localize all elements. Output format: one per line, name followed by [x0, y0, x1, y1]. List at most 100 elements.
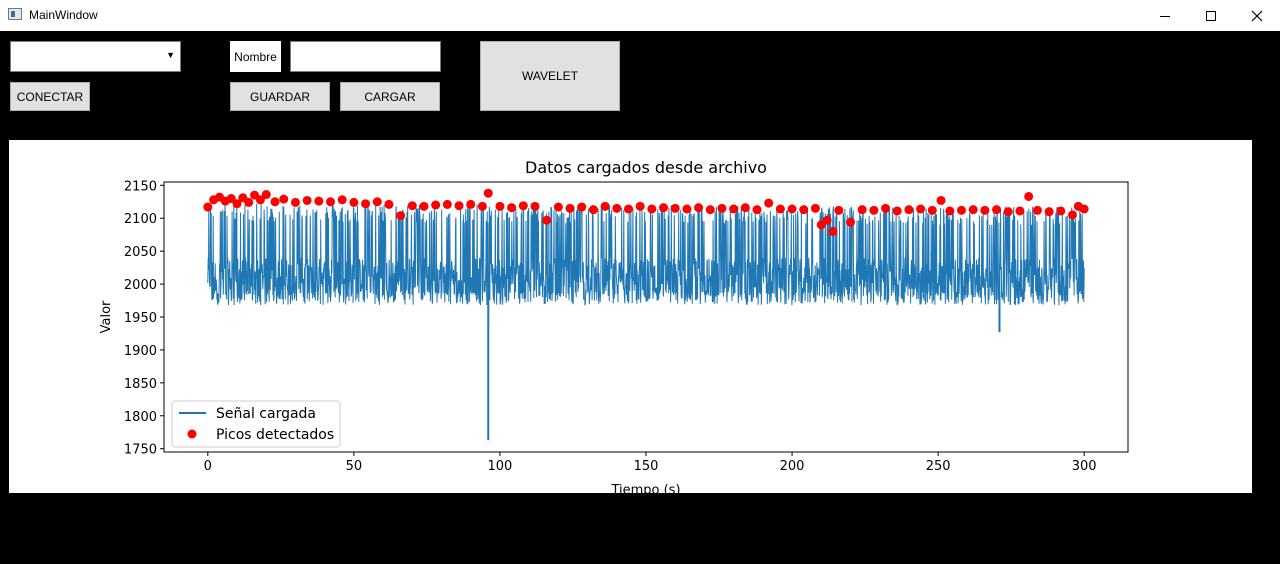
peak-point — [752, 205, 762, 215]
peak-point — [1067, 210, 1077, 220]
peak-point — [1056, 206, 1066, 216]
peak-point — [717, 203, 727, 213]
peak-point — [600, 201, 610, 211]
app-icon — [8, 8, 22, 20]
peak-point — [775, 204, 785, 214]
peak-point — [483, 188, 493, 198]
peak-point — [881, 203, 891, 213]
y-tick-label: 1750 — [124, 443, 157, 458]
legend-label-peaks: Picos detectados — [216, 427, 334, 443]
peak-point — [705, 205, 715, 215]
load-button[interactable]: CARGAR — [340, 82, 440, 111]
wavelet-button[interactable]: WAVELET — [480, 41, 620, 111]
close-button[interactable] — [1234, 0, 1280, 31]
peak-point — [828, 226, 838, 236]
peak-point — [916, 204, 926, 214]
peak-point — [764, 198, 774, 208]
peak-point — [869, 205, 879, 215]
peak-point — [694, 203, 704, 213]
peak-point — [682, 204, 692, 214]
peak-point — [361, 199, 371, 209]
peak-point — [892, 206, 902, 216]
signal-chart: 0 50 100 150 200 250 300 1750 1800 1850 1900 1950 20… — [99, 158, 1129, 493]
chart-title: Datos cargados desde archivo — [525, 158, 767, 177]
connect-button[interactable]: CONECTAR — [10, 82, 90, 111]
peak-point — [992, 205, 1002, 215]
peak-point — [980, 205, 990, 215]
peak-point — [810, 203, 820, 213]
chevron-down-icon: ▼ — [166, 50, 175, 60]
peak-point — [337, 195, 347, 205]
peak-point — [372, 197, 382, 207]
x-tick-label: 200 — [780, 459, 805, 474]
peak-point — [226, 193, 236, 203]
peak-point — [1024, 191, 1034, 201]
minimize-button[interactable] — [1142, 0, 1188, 31]
y-tick-label: 2150 — [124, 179, 157, 194]
name-input[interactable] — [290, 41, 441, 72]
window-title: MainWindow — [29, 8, 98, 22]
peak-point — [588, 205, 598, 215]
peak-point — [419, 201, 429, 211]
peak-point — [349, 197, 359, 207]
legend-box — [171, 400, 341, 448]
peak-point — [740, 203, 750, 213]
save-button[interactable]: GUARDAR — [230, 82, 330, 111]
peak-point — [530, 201, 540, 211]
peak-point — [945, 206, 955, 216]
peak-point — [834, 205, 844, 215]
peak-point — [495, 201, 505, 211]
peak-point — [314, 196, 324, 206]
peak-point — [244, 197, 254, 207]
window-titlebar[interactable]: MainWindow — [0, 0, 1280, 31]
peak-point — [927, 205, 937, 215]
peak-point — [466, 199, 476, 209]
y-tick-label: 1850 — [124, 377, 157, 392]
y-tick-label: 1950 — [124, 311, 157, 326]
peak-point — [507, 203, 517, 213]
maximize-icon — [1206, 10, 1216, 21]
peak-point — [326, 197, 336, 207]
peak-point — [635, 201, 645, 211]
plot-canvas: 0 50 100 150 200 250 300 1750 1800 1850 1900 1950 20… — [9, 140, 1252, 493]
y-tick-label: 2050 — [124, 245, 157, 260]
peak-point — [1079, 204, 1089, 214]
peak-point — [670, 203, 680, 213]
peak-point — [936, 195, 946, 205]
peak-point — [1032, 205, 1042, 215]
legend-label-signal: Señal cargada — [216, 406, 316, 422]
minimize-icon — [1160, 15, 1170, 17]
maximize-button[interactable] — [1188, 0, 1234, 31]
y-axis-label: Valor — [99, 300, 114, 333]
port-combobox[interactable]: ▼ — [10, 41, 181, 72]
peak-point — [384, 199, 394, 209]
peak-point — [279, 194, 289, 204]
peak-point — [542, 215, 552, 225]
y-tick-label: 2000 — [124, 278, 157, 293]
name-label: Nombre — [230, 41, 281, 72]
x-tick-label: 250 — [926, 459, 951, 474]
peak-point — [612, 203, 622, 213]
peak-point — [232, 199, 242, 209]
peak-point — [477, 201, 487, 211]
peak-point — [647, 204, 657, 214]
peak-point — [454, 201, 464, 211]
peak-point — [659, 203, 669, 213]
peak-point — [442, 199, 452, 209]
x-axis-label: Tiempo (s) — [610, 483, 680, 493]
peak-point — [255, 195, 265, 205]
peak-point — [518, 201, 528, 211]
y-tick-label: 1900 — [124, 344, 157, 359]
x-tick-label: 50 — [346, 459, 363, 474]
peak-point — [431, 200, 441, 210]
peak-point — [956, 205, 966, 215]
legend-dot-swatch — [187, 429, 197, 439]
peak-point — [302, 195, 312, 205]
close-icon — [1251, 10, 1263, 21]
x-tick-label: 300 — [1072, 459, 1097, 474]
y-tick-label: 2100 — [124, 212, 157, 227]
peak-point — [553, 202, 563, 212]
peak-point — [577, 202, 587, 212]
peak-point — [822, 215, 832, 225]
peak-point — [565, 203, 575, 213]
